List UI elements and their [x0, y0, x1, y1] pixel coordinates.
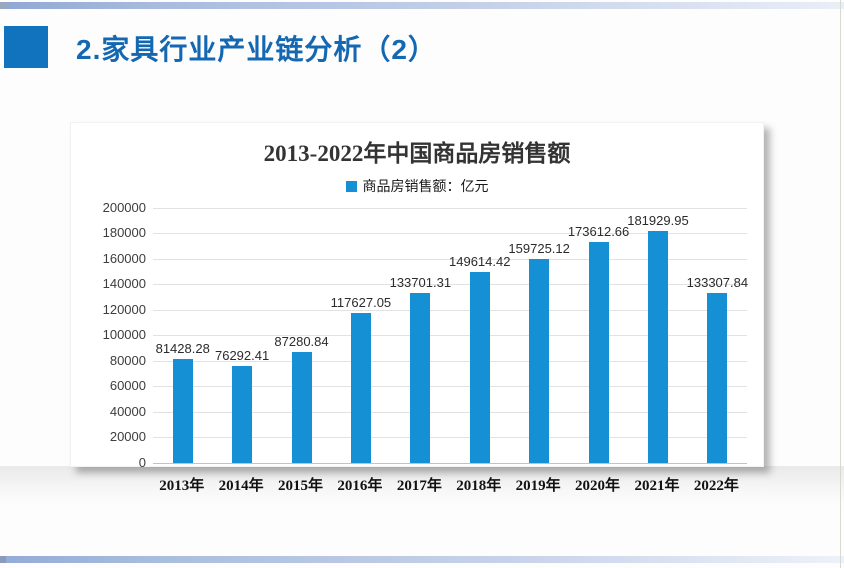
bar-2014年 — [232, 366, 253, 463]
bar-column: 87280.84 — [272, 208, 331, 463]
bar-column: 81428.28 — [153, 208, 212, 463]
x-tick-label: 2016年 — [337, 478, 383, 494]
y-tick-label: 200000 — [102, 200, 146, 215]
title-accent-square — [4, 26, 48, 68]
bar-2015年 — [291, 352, 312, 463]
bar-value-label: 117627.05 — [330, 295, 392, 310]
y-tick-label: 40000 — [109, 404, 146, 419]
plot-area: 0 20000 40000 60000 80000 100000 120000 140000 1… — [103, 201, 749, 470]
bar-value-label: 87280.84 — [274, 334, 329, 349]
x-tick-label: 2018年 — [456, 478, 502, 494]
gridline — [153, 361, 747, 362]
bar-value-label: 159725.12 — [508, 241, 570, 256]
y-tick-label: 60000 — [109, 378, 146, 393]
x-tick-label: 2015年 — [278, 478, 324, 494]
bar-2022年 — [707, 293, 728, 463]
gridline — [153, 233, 747, 234]
y-tick-label: 0 — [138, 455, 146, 470]
y-tick-label: 160000 — [102, 251, 146, 266]
gridline — [153, 412, 747, 413]
x-tick-label: 2017年 — [396, 478, 442, 494]
bar-value-label: 133701.31 — [389, 275, 452, 290]
bar-value-label: 133307.84 — [686, 275, 749, 290]
bar-column: 133701.31 — [389, 208, 452, 463]
bar-column: 173612.66 — [567, 208, 630, 463]
gridline — [153, 310, 747, 311]
chart-title: 2013-2022年中国商品房销售额 — [263, 141, 571, 166]
gridline — [153, 259, 747, 260]
x-tick-label: 2019年 — [515, 478, 561, 494]
bar-series: 81428.28 76292.41 87280.84 117627.05 133701.… — [153, 208, 749, 463]
bar-column: 159725.12 — [508, 208, 570, 463]
bar-2013年 — [172, 359, 193, 463]
x-tick-label: 2022年 — [693, 478, 739, 494]
bottom-decor-bar-cap — [0, 556, 6, 563]
bar-value-label: 181929.95 — [627, 213, 689, 228]
top-decor-bar-cap — [0, 2, 7, 9]
y-tick-label: 140000 — [102, 276, 146, 291]
chart-legend: 商品房销售额：亿元 — [71, 176, 763, 196]
bar-column: 117627.05 — [330, 208, 392, 463]
page-title: 2.家具行业产业链分析（2） — [76, 34, 437, 65]
bar-value-label: 149614.42 — [449, 254, 511, 269]
gridline — [153, 208, 747, 209]
bar-column: 149614.42 — [449, 208, 511, 463]
x-tick-label: 2020年 — [575, 478, 621, 494]
gridline — [153, 386, 747, 387]
y-tick-label: 100000 — [102, 327, 146, 342]
top-decor-bar — [0, 2, 844, 9]
y-tick-label: 80000 — [109, 353, 146, 368]
gridline — [153, 437, 747, 438]
bar-2021年 — [647, 231, 668, 463]
x-axis-line — [153, 463, 747, 464]
bottom-decor-bar — [0, 556, 844, 563]
bar-column: 76292.41 — [212, 208, 271, 463]
bar-2020年 — [588, 242, 609, 463]
y-tick-label: 180000 — [102, 225, 146, 240]
bar-column: 181929.95 — [627, 208, 689, 463]
gridline — [153, 284, 747, 285]
y-tick-label: 120000 — [102, 302, 146, 317]
bar-value-label: 76292.41 — [214, 348, 270, 363]
x-tick-label: 2013年 — [159, 478, 205, 494]
bar-value-label: 81428.28 — [155, 341, 210, 356]
bar-value-label: 173612.66 — [567, 224, 630, 239]
x-tick-label: 2021年 — [634, 478, 680, 494]
lower-shade-band — [0, 466, 844, 506]
bar-2019年 — [529, 259, 550, 463]
gridline — [153, 335, 747, 336]
slide-right-edge-line — [840, 0, 841, 568]
bar-column: 133307.84 — [686, 208, 749, 463]
x-axis-labels: 2013年 2014年 2015年 2016年 2017年 2018年 2019年 2020年… — [152, 474, 746, 495]
bar-2016年 — [350, 313, 371, 463]
x-tick-label: 2014年 — [218, 478, 264, 494]
y-tick-label: 20000 — [109, 429, 146, 444]
legend-swatch-icon — [345, 180, 357, 192]
bar-2018年 — [469, 272, 490, 463]
legend-label: 商品房销售额：亿元 — [362, 178, 489, 194]
bar-2017年 — [410, 293, 431, 463]
chart-panel[interactable]: 2013-2022年中国商品房销售额 商品房销售额：亿元 0 20000 40000… — [70, 122, 764, 470]
